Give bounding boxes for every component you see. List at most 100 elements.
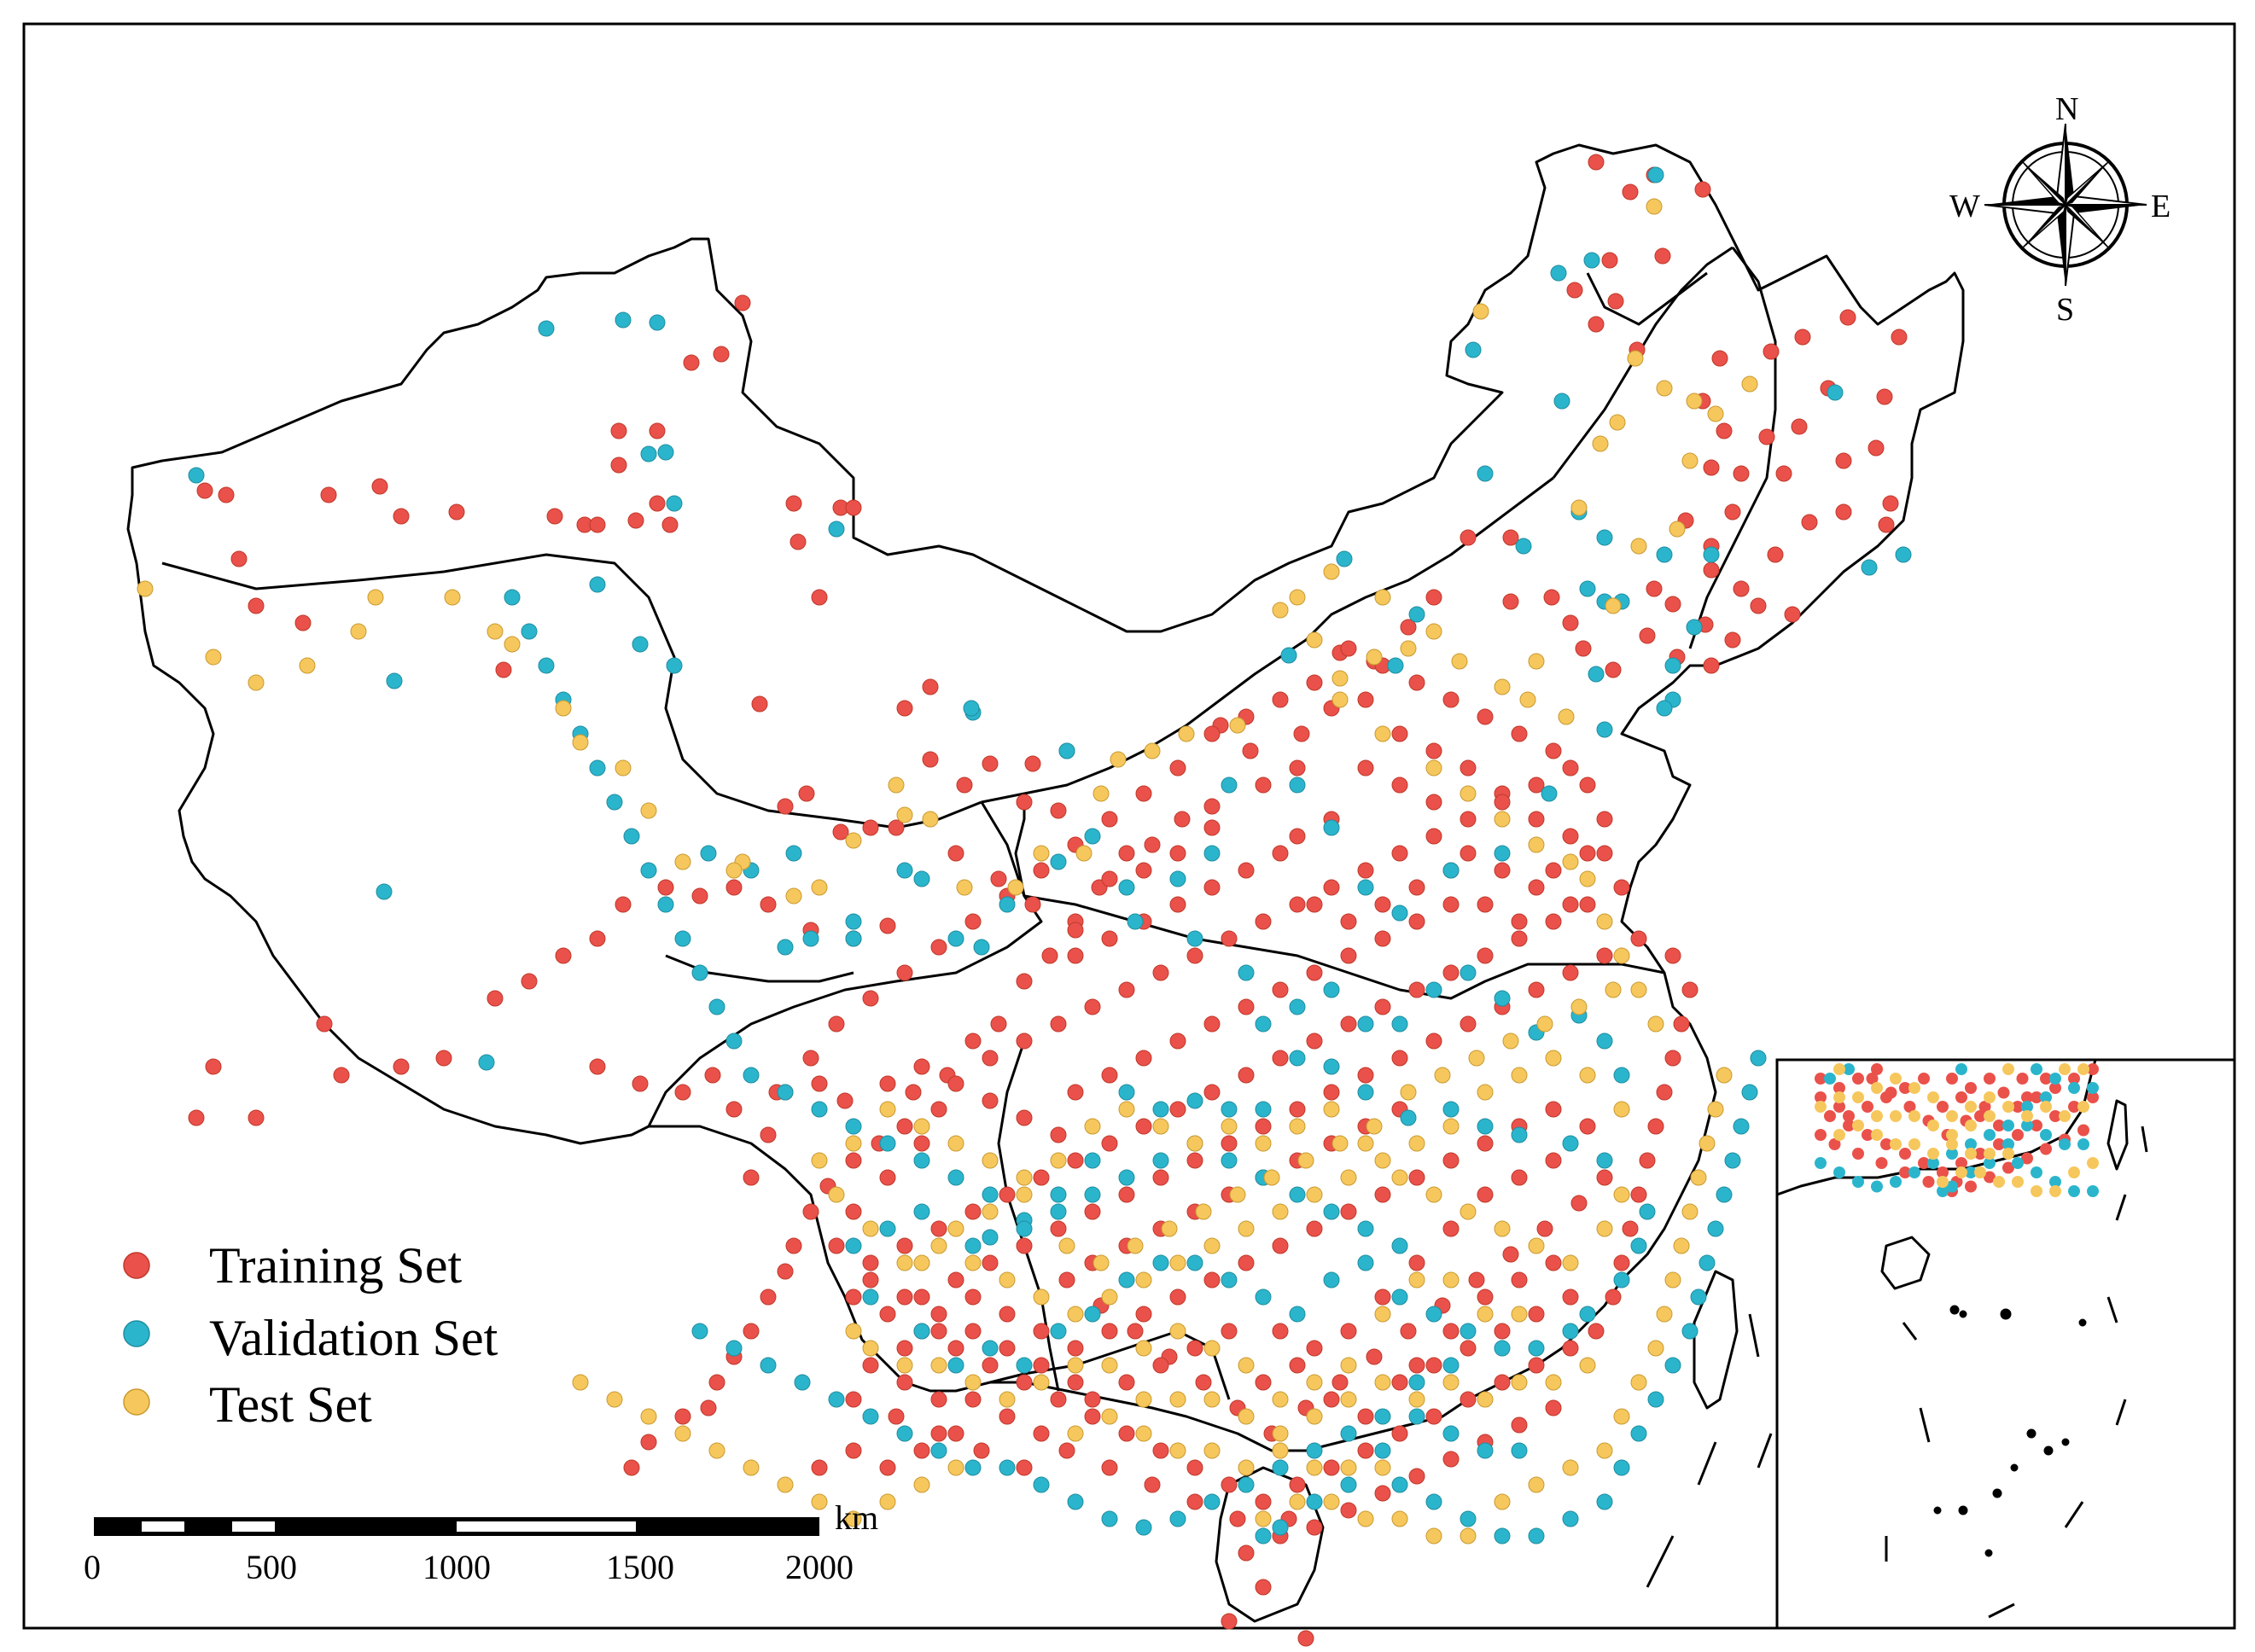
test-station-dot (1472, 303, 1489, 320)
training-station-dot (1528, 811, 1545, 828)
training-station-dot (1579, 896, 1596, 913)
training-station-dot (1016, 1237, 1033, 1254)
training-station-dot (947, 1340, 964, 1357)
test-station-dot (555, 700, 572, 717)
test-station-dot (1579, 870, 1596, 887)
training-station-dot (1067, 1084, 1084, 1101)
compass-w: W (1949, 189, 1980, 224)
training-station-dot (1306, 1220, 1323, 1237)
test-station-dot (1647, 1340, 1664, 1357)
inset-station-dot (2040, 1129, 2052, 1141)
test-station-dot (1238, 1408, 1255, 1425)
test-station-dot (1374, 725, 1391, 742)
training-station-dot (888, 819, 905, 836)
validation-station-dot (1460, 1323, 1477, 1340)
validation-station-dot (1511, 1442, 1528, 1459)
compass-s: S (2056, 292, 2074, 328)
test-station-dot (572, 734, 589, 751)
test-station-dot (572, 1374, 589, 1391)
validation-station-dot (1827, 384, 1844, 401)
training-station-dot (879, 917, 896, 934)
test-station-dot (1323, 1101, 1340, 1118)
validation-station-dot (1664, 657, 1681, 674)
training-station-dot (1562, 828, 1579, 845)
inset-station-dot (1965, 1180, 1977, 1193)
inset-station-dot (1875, 1157, 1888, 1169)
training-station-dot (964, 1391, 982, 1408)
inset-station-dot (1871, 1129, 1883, 1141)
scale-tick-1000: 1000 (422, 1548, 491, 1586)
training-station-dot (1306, 964, 1323, 981)
inset-station-dot (2031, 1185, 2042, 1197)
training-station-dot (683, 354, 700, 371)
test-station-dot (1067, 1357, 1084, 1374)
test-station-dot (1511, 1374, 1528, 1391)
inset-station-dot (1815, 1129, 1827, 1141)
training-station-dot (1566, 282, 1583, 299)
inset-station-dot (1862, 1101, 1873, 1113)
training-station-dot (785, 1237, 802, 1254)
training-station-dot (1221, 930, 1238, 947)
validation-station-dot (1050, 1203, 1067, 1220)
inset-station-dot (1815, 1091, 1827, 1103)
training-station-dot (1016, 1032, 1033, 1050)
validation-station-dot (725, 1340, 743, 1357)
training-station-dot (1801, 514, 1818, 531)
training-station-dot (1425, 794, 1442, 811)
training-station-dot (1545, 742, 1562, 759)
training-station-dot (1579, 1118, 1596, 1135)
training-station-dot (610, 457, 627, 474)
training-station-dot (811, 589, 828, 606)
inset-station-dot (2031, 1063, 2042, 1075)
training-station-dot (930, 1425, 947, 1442)
test-stations (137, 198, 1758, 1544)
training-station-dot (1242, 742, 1259, 759)
inset-station-dot (1899, 1082, 1911, 1094)
test-station-dot (137, 580, 154, 597)
training-station-dot (1545, 862, 1562, 879)
training-station-dot (896, 1288, 913, 1306)
inset-station-dot (1984, 1171, 1996, 1184)
training-station-dot (1647, 1118, 1664, 1135)
training-station-dot (248, 1109, 265, 1126)
validation-station-dot (947, 930, 964, 947)
training-station-dot (862, 1271, 879, 1288)
test-station-dot (674, 853, 691, 870)
scale-tick-2000: 2000 (785, 1548, 854, 1586)
test-station-dot (1562, 853, 1579, 870)
training-station-dot (947, 1425, 964, 1442)
test-station-dot (1075, 845, 1093, 862)
test-station-dot (930, 1357, 947, 1374)
training-station-dot (1306, 1340, 1323, 1357)
training-station-dot (393, 508, 410, 525)
validation-station-dot (1101, 1510, 1118, 1527)
training-station-dot (1340, 1015, 1357, 1032)
validation-station-dot (623, 828, 640, 845)
coastal-islands (1646, 1313, 1773, 1588)
inset-station-dot (1974, 1110, 1986, 1122)
training-station-dot (930, 1323, 947, 1340)
validation-station-dot (896, 862, 913, 879)
validation-station-dot (538, 320, 555, 337)
training-station-dot (1511, 930, 1528, 947)
training-station-dot (956, 777, 973, 794)
validation-station-dot (1733, 1118, 1750, 1135)
training-station-dot (1460, 1340, 1477, 1357)
validation-station-dot (1664, 1357, 1681, 1374)
test-station-dot (1033, 845, 1050, 862)
validation-station-dot (896, 1425, 913, 1442)
validation-station-dot (1442, 1425, 1460, 1442)
test-station-dot (1502, 1032, 1519, 1050)
training-station-dot (1839, 309, 1856, 326)
validation-station-dot (615, 311, 632, 329)
validation-station-dot (521, 623, 538, 640)
training-station-dot (1442, 1451, 1460, 1468)
validation-station-dot (589, 576, 606, 593)
training-station-dot (1084, 1391, 1101, 1408)
training-station-dot (1664, 596, 1681, 613)
training-station-dot (1442, 1152, 1460, 1169)
training-station-dot (640, 1434, 657, 1451)
test-station-dot (1169, 1323, 1186, 1340)
training-station-dot (1763, 343, 1780, 360)
